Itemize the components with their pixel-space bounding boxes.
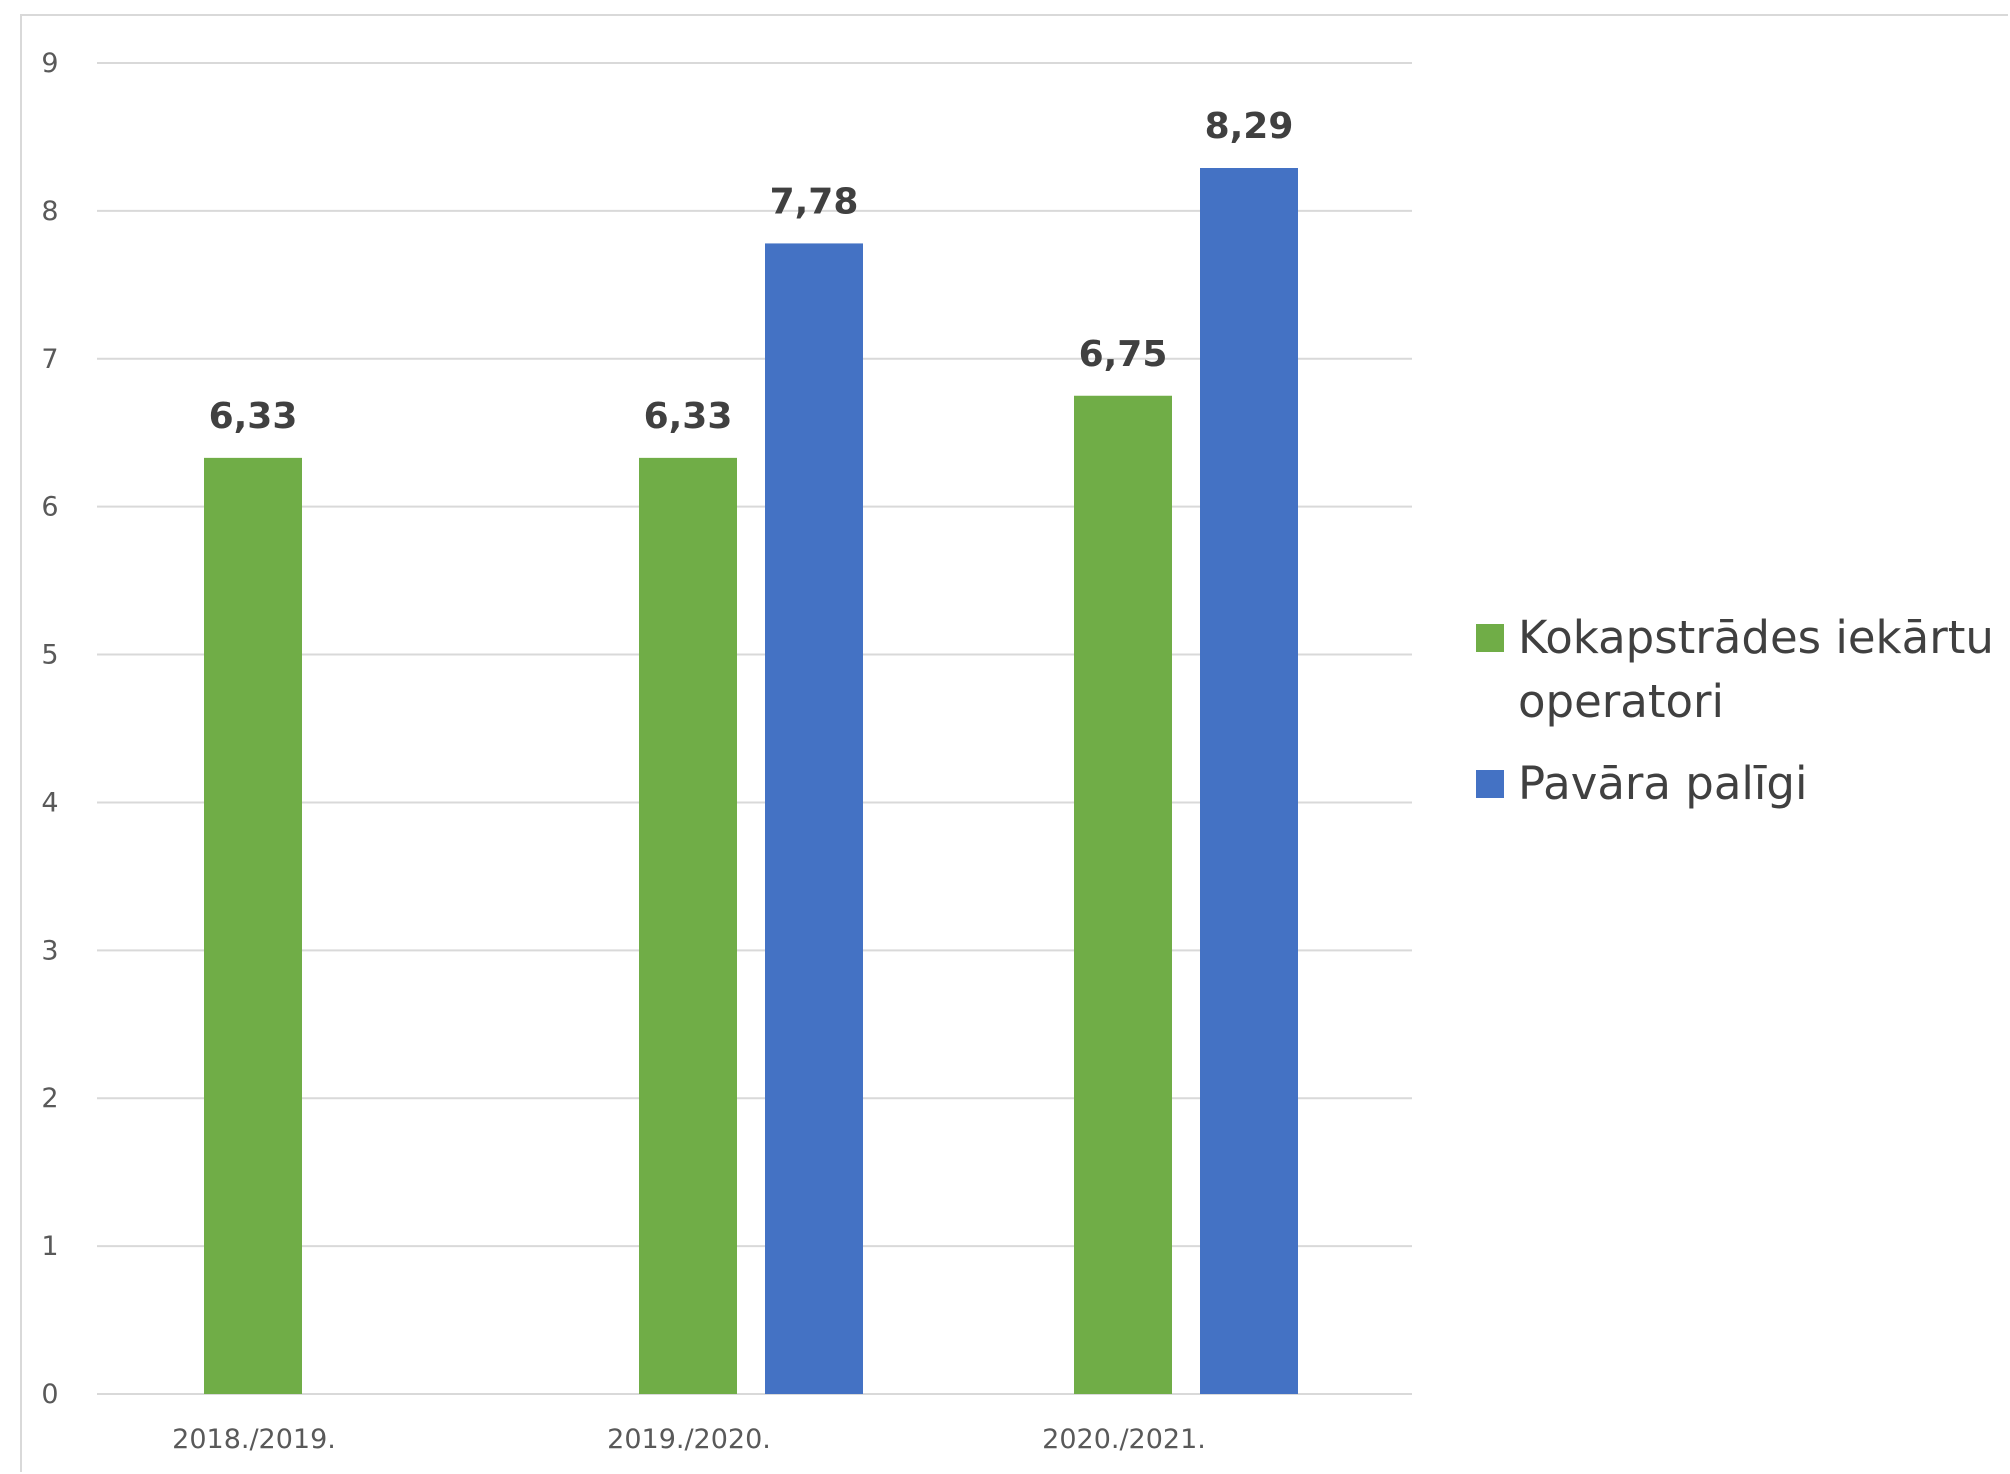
data-label: 6,33 — [644, 396, 733, 437]
bar-kokapstrades-2 — [1074, 395, 1172, 1394]
legend-item: Pavāra palīgi — [1476, 752, 2006, 816]
data-label: 8,29 — [1205, 106, 1294, 147]
y-tick-label: 7 — [41, 344, 58, 375]
x-tick-label: 2020./2021. — [1042, 1424, 1206, 1455]
y-tick-label: 9 — [41, 48, 58, 79]
legend-label: Pavāra palīgi — [1518, 757, 1808, 810]
bar-kokapstrades-1 — [639, 457, 737, 1394]
y-tick-label: 3 — [41, 935, 58, 966]
x-tick-label: 2019./2020. — [607, 1424, 771, 1455]
chart-area: 0 1 2 3 4 5 6 7 8 9 2018./2019. 6,33 2019./2020. 6,33… — [20, 14, 2008, 1472]
bar-chart: 0 1 2 3 4 5 6 7 8 9 2018./2019. 6,33 2019./2020. 6,33… — [41, 48, 1412, 1455]
y-tick-label: 8 — [41, 196, 58, 227]
legend-label: Kokapstrādes iekārtu operatori — [1518, 611, 1994, 728]
legend-swatch — [1476, 624, 1504, 652]
y-tick-label: 2 — [41, 1083, 58, 1114]
bar-kokapstrades-0 — [204, 457, 302, 1394]
legend: Kokapstrādes iekārtu operatori Pavāra pal… — [1476, 606, 2006, 834]
y-tick-label: 0 — [41, 1379, 58, 1410]
legend-swatch — [1476, 770, 1504, 798]
y-tick-label: 6 — [41, 492, 58, 523]
y-tick-label: 1 — [41, 1231, 58, 1262]
y-tick-label: 5 — [41, 640, 58, 671]
x-tick-label: 2018./2019. — [172, 1424, 336, 1455]
data-label: 6,33 — [209, 396, 298, 437]
data-label: 6,75 — [1079, 334, 1168, 375]
y-tick-label: 4 — [41, 787, 58, 818]
data-label: 7,78 — [770, 181, 859, 222]
bar-pavara-1 — [765, 243, 863, 1394]
legend-item: Kokapstrādes iekārtu operatori — [1476, 606, 2006, 734]
bar-pavara-2 — [1200, 168, 1298, 1395]
